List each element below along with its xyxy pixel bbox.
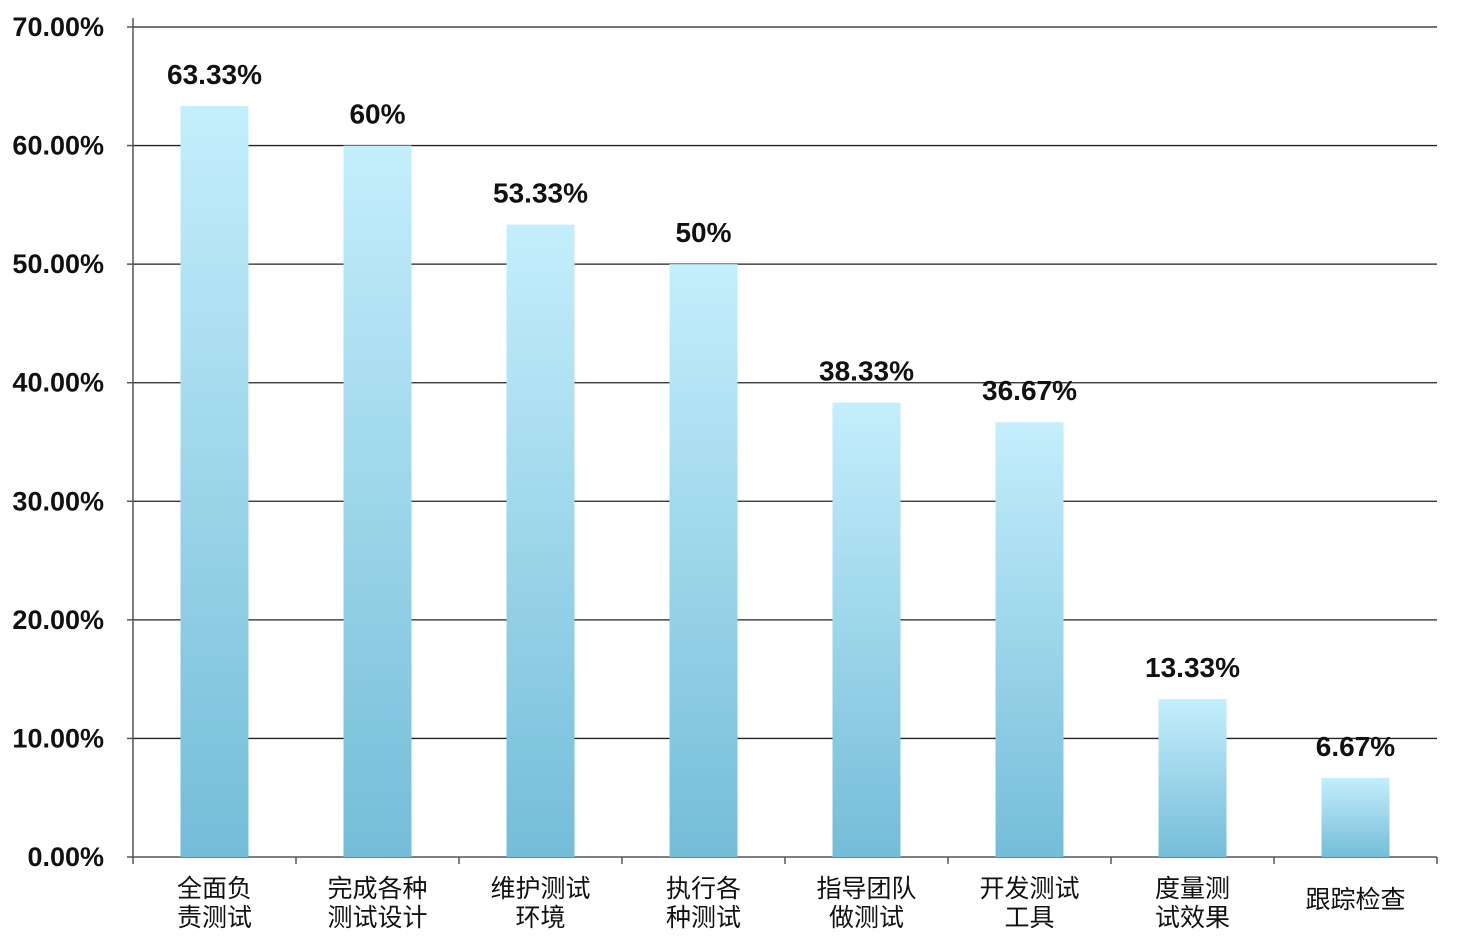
x-category-label: 做测试 [829, 903, 904, 932]
data-label: 63.33% [167, 59, 262, 90]
data-label: 13.33% [1145, 652, 1240, 683]
x-category-label: 指导团队 [816, 874, 916, 903]
x-category-label: 种测试 [666, 903, 741, 932]
x-category-label: 度量测 [1155, 874, 1230, 903]
bar [995, 422, 1064, 857]
y-tick-label: 40.00% [12, 368, 104, 398]
bar [180, 106, 249, 857]
x-category-label: 完成各种 [327, 874, 427, 903]
bar [506, 224, 575, 857]
x-category-label: 全面负 [177, 874, 252, 903]
data-label: 60% [349, 99, 405, 130]
bars [180, 106, 1390, 858]
bar [1321, 777, 1390, 857]
data-label: 38.33% [819, 356, 914, 387]
data-label: 50% [675, 217, 731, 248]
bar [343, 145, 412, 858]
x-category-label: 测试设计 [327, 903, 427, 932]
x-category-label: 试效果 [1155, 903, 1230, 932]
labels: 0.00% 10.00% 20.00% 30.00% 40.00% 50.00% 60.00… [12, 12, 1405, 932]
y-tick-label: 10.00% [12, 723, 104, 753]
x-category-label: 开发测试 [979, 874, 1079, 903]
x-category-label: 责测试 [177, 903, 252, 932]
y-tick-label: 50.00% [12, 249, 104, 279]
bar [669, 264, 738, 858]
x-category-label: 环境 [515, 903, 565, 932]
x-category-label: 跟踪检查 [1305, 885, 1405, 914]
y-tick-label: 70.00% [12, 12, 104, 42]
data-label: 6.67% [1316, 731, 1395, 762]
bar [832, 402, 901, 857]
axes [127, 18, 1438, 864]
y-tick-label: 30.00% [12, 486, 104, 516]
y-tick-label: 20.00% [12, 605, 104, 635]
x-category-label: 维护测试 [490, 874, 590, 903]
gridlines [133, 26, 1437, 740]
x-category-label: 执行各 [666, 874, 741, 903]
x-category-label: 工具 [1004, 903, 1054, 932]
bar [1158, 698, 1227, 857]
data-label: 36.67% [982, 375, 1077, 406]
y-tick-label: 60.00% [12, 131, 104, 161]
y-tick-label: 0.00% [27, 842, 104, 872]
data-label: 53.33% [493, 178, 588, 209]
